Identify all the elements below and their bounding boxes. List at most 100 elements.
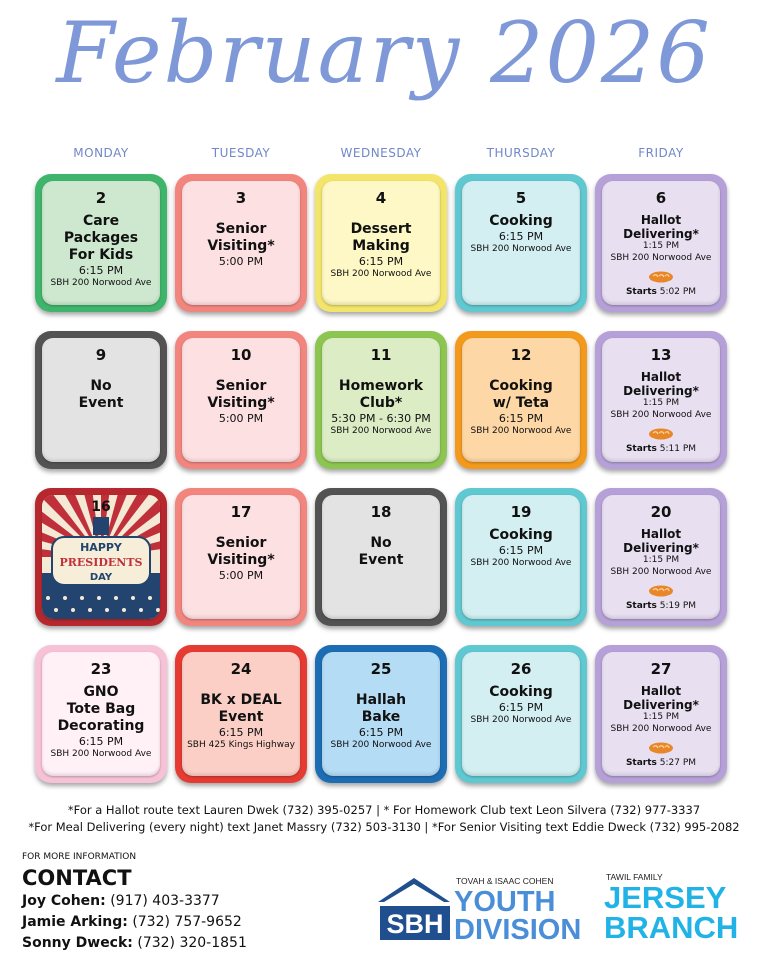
weekday: MONDAY bbox=[73, 146, 129, 160]
day-number: 4 bbox=[375, 189, 387, 207]
starts-time: 5:11 PM bbox=[659, 444, 697, 454]
art-badge bbox=[51, 536, 151, 586]
event-title: Hallot bbox=[640, 684, 682, 698]
event-title: Club* bbox=[359, 395, 403, 411]
day-number: 6 bbox=[655, 189, 667, 207]
starts-label: Starts bbox=[625, 287, 657, 297]
art-star bbox=[80, 596, 84, 600]
starts: Starts 5:11 PM bbox=[626, 444, 696, 454]
bread-braid bbox=[652, 431, 670, 435]
day-number: 9 bbox=[95, 346, 107, 364]
footnote: *For Meal Delivering (every night) text … bbox=[28, 820, 740, 834]
event-title: Delivering* bbox=[623, 541, 699, 555]
art-star bbox=[97, 596, 101, 600]
day-cell: 27 Hallot Delivering* 1:15 PM SBH 200 Norwoo… bbox=[595, 645, 727, 783]
youth-line2: DIVISION bbox=[454, 914, 581, 946]
day-number: 11 bbox=[370, 346, 392, 364]
day-number: 23 bbox=[90, 660, 112, 678]
day-cell: 24 BK x DEAL Event 6:15 PM SBH 425 Kings Hig… bbox=[175, 645, 307, 783]
event-location: SBH 200 Norwood Ave bbox=[470, 715, 572, 725]
bread bbox=[649, 585, 673, 597]
day-cell: 13 Hallot Delivering* 1:15 PM SBH 200 Norwoo… bbox=[595, 331, 727, 469]
event-title: Packages bbox=[63, 230, 139, 246]
art-star bbox=[88, 608, 92, 612]
art-star bbox=[46, 596, 50, 600]
art-star bbox=[148, 596, 152, 600]
event-time: 1:15 PM bbox=[642, 398, 680, 408]
event-time: 6:15 PM bbox=[78, 264, 124, 277]
event-time: 6:15 PM bbox=[78, 735, 124, 748]
day-number: 3 bbox=[235, 189, 247, 207]
day-inner: 9 No Event bbox=[42, 338, 160, 462]
contact-person: Jamie Arking: (732) 757-9652 bbox=[22, 914, 242, 930]
art-star bbox=[156, 608, 160, 612]
day-number: 20 bbox=[650, 503, 672, 521]
starts-time: 5:19 PM bbox=[659, 601, 697, 611]
starts: Starts 5:19 PM bbox=[626, 601, 696, 611]
event-title: Visiting* bbox=[207, 238, 275, 254]
event-title: Cooking bbox=[489, 378, 553, 394]
event-location: SBH 200 Norwood Ave bbox=[330, 426, 432, 436]
event-title: Senior bbox=[215, 378, 267, 394]
day-cell: 5 Cooking 6:15 PM SBH 200 Norwood Ave bbox=[455, 174, 587, 312]
day-number: 5 bbox=[515, 189, 527, 207]
event-location: SBH 200 Norwood Ave bbox=[470, 558, 572, 568]
event-time: 1:15 PM bbox=[642, 712, 680, 722]
day-number: 18 bbox=[370, 503, 392, 521]
event-title: Delivering* bbox=[623, 227, 699, 241]
art-star bbox=[114, 596, 118, 600]
event-time: 5:00 PM bbox=[218, 569, 264, 582]
event-title: Delivering* bbox=[623, 384, 699, 398]
event-title: Hallot bbox=[640, 527, 682, 541]
starts: Starts 5:02 PM bbox=[626, 287, 696, 297]
starts: Starts 5:27 PM bbox=[626, 758, 696, 768]
day-cell: 10 Senior Visiting* 5:00 PM bbox=[175, 331, 307, 469]
event-title: GNO bbox=[83, 684, 119, 700]
event-location: SBH 200 Norwood Ave bbox=[50, 749, 152, 759]
event-title: BK x DEAL bbox=[200, 692, 282, 708]
event-time: 6:15 PM bbox=[218, 726, 264, 739]
event-title: No bbox=[370, 535, 392, 551]
day-cell: 11 Homework Club* 5:30 PM - 6:30 PM SBH 200 … bbox=[315, 331, 447, 469]
contact-title: CONTACT bbox=[22, 866, 132, 890]
day-number: 26 bbox=[510, 660, 532, 678]
event-title: w/ Teta bbox=[492, 395, 550, 411]
day-number: 24 bbox=[230, 660, 252, 678]
sbh-text: SBH bbox=[386, 909, 443, 939]
day-cell: 9 No Event bbox=[35, 331, 167, 469]
event-title: Event bbox=[358, 552, 404, 568]
event-title: Homework bbox=[338, 378, 424, 394]
art-star bbox=[71, 608, 75, 612]
event-title: Visiting* bbox=[207, 552, 275, 568]
branch-line2: BRANCH bbox=[604, 910, 738, 945]
day-inner: 13 Hallot Delivering* 1:15 PM SBH 200 Norwoo… bbox=[602, 338, 720, 462]
bread-icon bbox=[649, 271, 673, 283]
event-title: No bbox=[90, 378, 112, 394]
day-inner: 25 Hallah Bake 6:15 PM SBH 200 Norwood Ave bbox=[322, 652, 440, 776]
day-inner: 19 Cooking 6:15 PM SBH 200 Norwood Ave bbox=[462, 495, 580, 619]
day-number: 16 bbox=[91, 499, 110, 515]
bread-braid bbox=[652, 274, 670, 278]
event-location: SBH 200 Norwood Ave bbox=[610, 724, 712, 734]
event-location: SBH 425 Kings Highway bbox=[187, 740, 295, 750]
event-title: Care bbox=[82, 213, 120, 229]
event-location: SBH 200 Norwood Ave bbox=[610, 410, 712, 420]
event-time: 5:30 PM - 6:30 PM bbox=[331, 412, 431, 425]
event-title: For Kids bbox=[68, 247, 134, 263]
branch-sponsor: TAWIL FAMILY bbox=[606, 872, 663, 882]
bread-icon bbox=[649, 742, 673, 754]
day-inner: 23 GNO Tote Bag Decorating 6:15 PM SBH 200 No… bbox=[42, 652, 160, 776]
event-title: Senior bbox=[215, 221, 267, 237]
day-cell: 6 Hallot Delivering* 1:15 PM SBH 200 Norwood… bbox=[595, 174, 727, 312]
weekday: WEDNESDAY bbox=[340, 146, 422, 160]
presidents-day-art: 16 HAPPY PRESIDENTS DAY bbox=[42, 495, 160, 619]
event-title: Delivering* bbox=[623, 698, 699, 712]
weekday: FRIDAY bbox=[638, 146, 684, 160]
day-inner: 16 HAPPY PRESIDENTS DAY bbox=[42, 495, 160, 619]
contact-name: Jamie Arking: bbox=[22, 914, 128, 930]
event-title: Event bbox=[78, 395, 124, 411]
day-number: 25 bbox=[370, 660, 392, 678]
day-cell: 18 No Event bbox=[315, 488, 447, 626]
weekday: TUESDAY bbox=[211, 146, 271, 160]
day-inner: 4 Dessert Making 6:15 PM SBH 200 Norwood Ave bbox=[322, 181, 440, 305]
